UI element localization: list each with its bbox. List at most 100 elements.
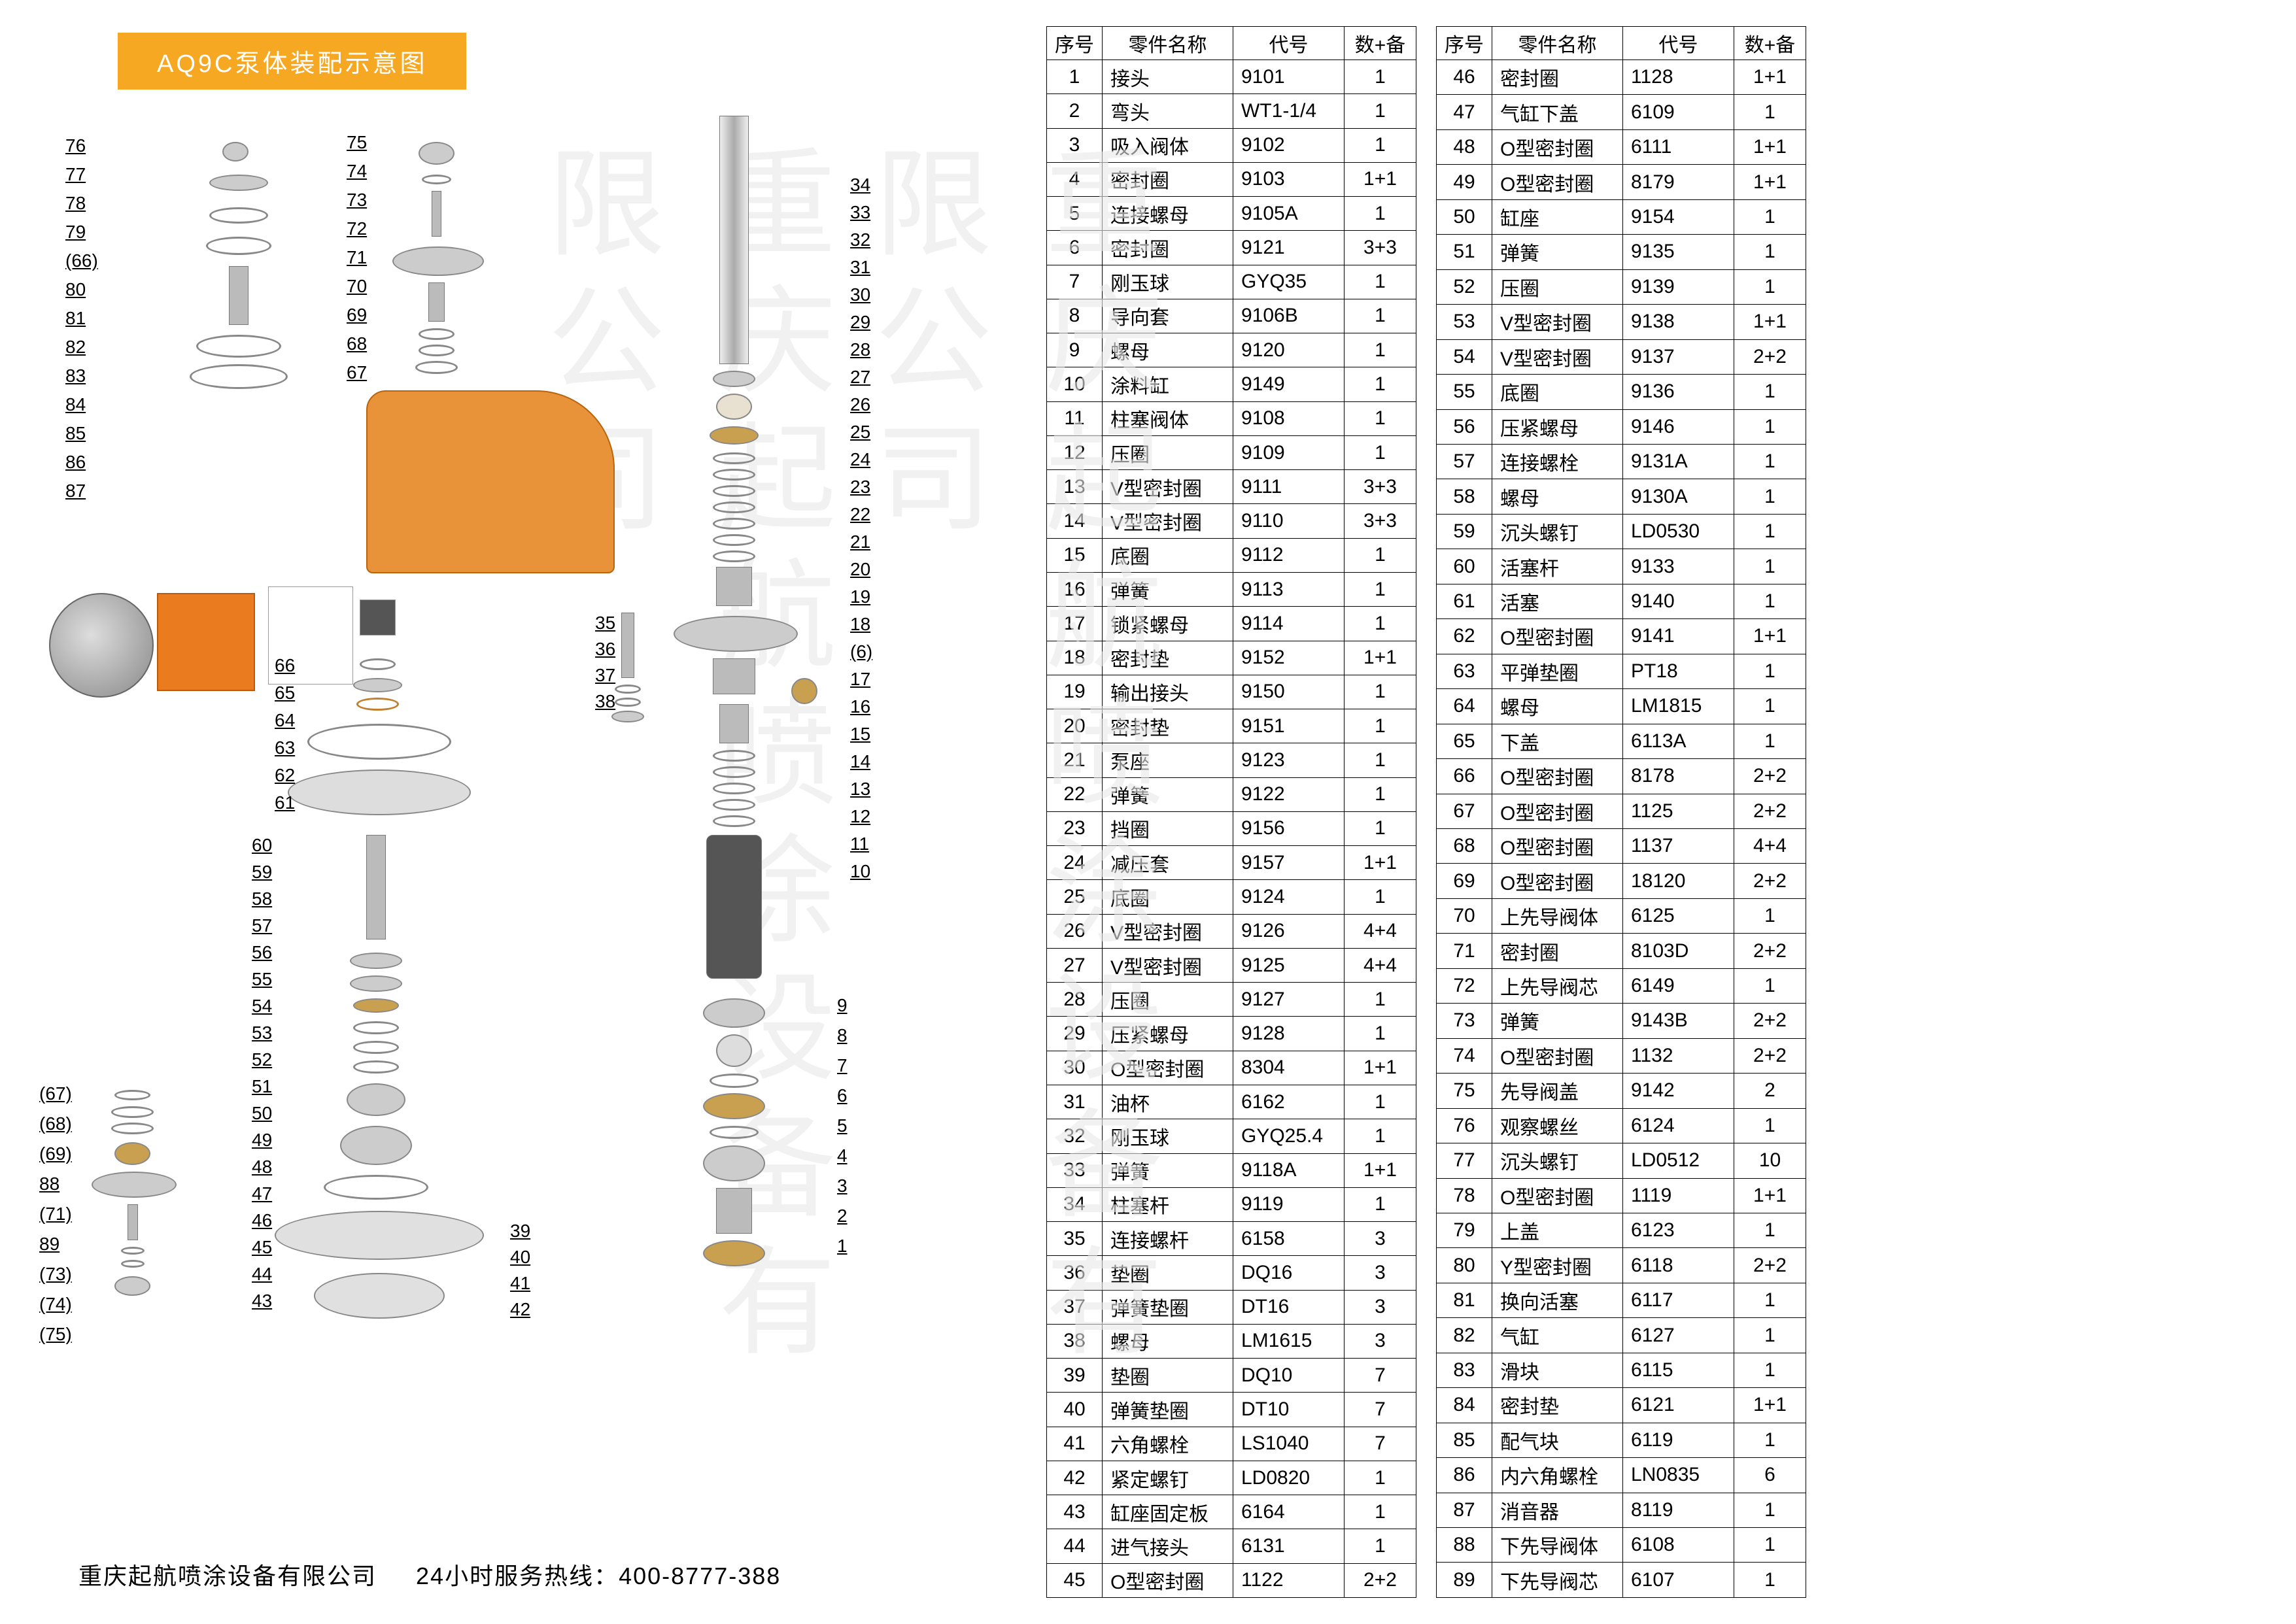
callout-label: 64 (275, 710, 295, 731)
cell-name: 密封圈 (1492, 60, 1623, 95)
big-oring (307, 724, 451, 760)
table-row: 89下先导阀芯61071 (1437, 1563, 1806, 1598)
cell-seq: 27 (1047, 948, 1103, 982)
cell-name: 换向活塞 (1492, 1283, 1623, 1317)
cell-name: 沉头螺钉 (1492, 1143, 1623, 1178)
callout-label: 59 (252, 862, 272, 883)
cell-qty: 2+2 (1734, 339, 1806, 374)
cell-name: 弹簧 (1103, 572, 1233, 606)
cell-seq: 35 (1047, 1222, 1103, 1256)
cell-seq: 1 (1047, 60, 1103, 94)
callout-label: 21 (850, 532, 870, 552)
cell-code: 9130A (1623, 479, 1734, 514)
cell-code: 8179 (1623, 165, 1734, 199)
table-row: 64螺母LM18151 (1437, 689, 1806, 724)
callout-label: 14 (850, 751, 870, 772)
callout-label: 86 (65, 452, 86, 473)
table-row: 57连接螺栓9131A1 (1437, 444, 1806, 479)
cell-seq: 66 (1437, 759, 1492, 794)
cell-name: 弹簧垫圈 (1103, 1290, 1233, 1324)
cell-seq: 21 (1047, 743, 1103, 777)
callout-label: 24 (850, 449, 870, 470)
cell-code: LM1615 (1233, 1324, 1345, 1358)
cell-code: PT18 (1623, 654, 1734, 688)
cell-code: WT1-1/4 (1233, 94, 1345, 128)
cell-code: 9141 (1623, 619, 1734, 654)
part-shape (92, 1172, 177, 1198)
spring-shape (719, 704, 749, 743)
callout-label: 48 (252, 1157, 272, 1177)
part-shape (713, 799, 755, 811)
callout-label: 35 (595, 613, 615, 634)
cell-name: 下先导阀芯 (1492, 1563, 1623, 1598)
part-shape (353, 678, 402, 692)
part-shape (347, 1083, 405, 1116)
table-row: 39垫圈DQ107 (1047, 1359, 1416, 1393)
cell-code: 9151 (1233, 709, 1345, 743)
cell-seq: 16 (1047, 572, 1103, 606)
cell-seq: 54 (1437, 339, 1492, 374)
table-row: 88下先导阀体61081 (1437, 1528, 1806, 1563)
table-row: 78O型密封圈11191+1 (1437, 1178, 1806, 1213)
table-row: 4密封圈91031+1 (1047, 162, 1416, 196)
cell-qty: 1 (1734, 269, 1806, 304)
callout-label: 73 (347, 190, 367, 211)
cell-name: 弹簧 (1492, 235, 1623, 269)
cell-seq: 77 (1437, 1143, 1492, 1178)
table-row: 31油杯61621 (1047, 1085, 1416, 1119)
cell-qty: 1 (1345, 709, 1416, 743)
cell-code: 6124 (1623, 1108, 1734, 1143)
cell-code: 6127 (1623, 1318, 1734, 1353)
cell-code: 9120 (1233, 333, 1345, 367)
cell-qty: 4+4 (1734, 828, 1806, 863)
callout-label: 50 (252, 1103, 272, 1124)
cell-qty: 1 (1734, 479, 1806, 514)
cell-seq: 6 (1047, 231, 1103, 265)
part-shape (353, 1021, 399, 1034)
cell-qty: 1+1 (1345, 162, 1416, 196)
cell-qty: 1 (1345, 299, 1416, 333)
cell-code: 9106B (1233, 299, 1345, 333)
callout-label: (73) (39, 1264, 72, 1285)
cell-seq: 40 (1047, 1393, 1103, 1427)
part-shape (114, 1090, 150, 1100)
cell-name: 密封圈 (1103, 231, 1233, 265)
callout-label: 7 (837, 1055, 848, 1076)
cell-code: 9119 (1233, 1187, 1345, 1221)
table-row: 80Y型密封圈61182+2 (1437, 1248, 1806, 1283)
table-row: 30O型密封圈83041+1 (1047, 1051, 1416, 1085)
cell-qty: 1+1 (1734, 305, 1806, 339)
callout-label: 27 (850, 367, 870, 388)
cell-name: 螺母 (1103, 333, 1233, 367)
parts-table-1: 序号 零件名称 代号 数+备 1接头910112弯头WT1-1/413吸入阀体9… (1046, 26, 1416, 1598)
part-shape (128, 1204, 138, 1240)
table-row: 14V型密封圈91103+3 (1047, 504, 1416, 538)
cell-seq: 11 (1047, 401, 1103, 435)
cell-name: Y型密封圈 (1492, 1248, 1623, 1283)
table-row: 1接头91011 (1047, 60, 1416, 94)
cell-name: 导向套 (1103, 299, 1233, 333)
footer: 重庆起航喷涂设备有限公司 24小时服务热线：400-8777-388 (78, 1557, 781, 1591)
cell-seq: 34 (1047, 1187, 1103, 1221)
cell-qty: 1+1 (1734, 619, 1806, 654)
table-row: 83滑块61151 (1437, 1353, 1806, 1387)
callout-label: 26 (850, 394, 870, 415)
callout-label: 11 (850, 834, 869, 854)
callout-label: 40 (510, 1247, 530, 1268)
cell-code: DQ10 (1233, 1359, 1345, 1393)
cell-qty: 2+2 (1734, 934, 1806, 968)
table-row: 75先导阀盖91422 (1437, 1074, 1806, 1108)
cell-qty: 1 (1345, 811, 1416, 845)
cell-qty: 3 (1345, 1290, 1416, 1324)
cell-name: 泵座 (1103, 743, 1233, 777)
table-row: 12压圈91091 (1047, 435, 1416, 469)
connector (703, 1240, 765, 1266)
cell-code: 9113 (1233, 572, 1345, 606)
callout-label: 77 (65, 164, 86, 185)
cell-code: 9154 (1623, 199, 1734, 234)
table-row: 63平弹垫圈PT181 (1437, 654, 1806, 688)
part-shape (615, 698, 641, 707)
cell-qty: 1 (1734, 584, 1806, 618)
cell-seq: 14 (1047, 504, 1103, 538)
part-shape (111, 1106, 154, 1118)
